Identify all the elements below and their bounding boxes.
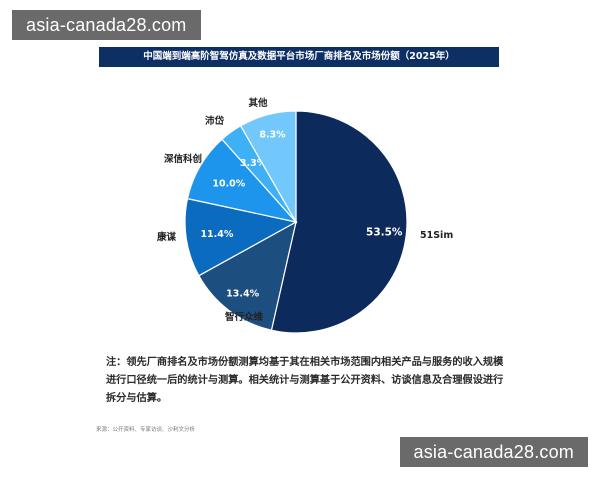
category-label-4: 沛岱	[205, 115, 225, 127]
value-label-1: 13.4%	[226, 288, 259, 299]
watermark-top: asia-canada28.com	[12, 10, 201, 40]
chart-note: 注：领先厂商排名及市场份额测算均基于其在相关市场范围内相关产品与服务的收入规模进…	[106, 357, 504, 404]
category-label-2: 康谋	[156, 231, 177, 243]
value-label-0: 53.5%	[366, 226, 403, 238]
category-label-3: 深信科创	[164, 153, 202, 165]
value-label-2: 11.4%	[200, 229, 233, 240]
pie-slice-1	[198, 220, 297, 331]
value-label-5: 8.3%	[259, 130, 286, 141]
value-label-4: 3.3%	[240, 158, 267, 169]
watermark-bottom: asia-canada28.com	[399, 437, 588, 467]
value-label-3: 10.0%	[212, 178, 245, 189]
category-label-0: 51Sim	[420, 230, 453, 241]
pie-slice-0	[270, 110, 408, 334]
chart-source: 来源：公开资料、专家访谈、沙利文分析	[96, 427, 196, 433]
category-label-5: 其他	[248, 97, 268, 109]
pie-slice-2	[184, 197, 298, 277]
pie-slice-5	[239, 110, 297, 225]
category-label-1: 智行众维	[225, 311, 264, 323]
chart-title: 中国端到端高阶智驾仿真及数据平台市场厂商排名及市场份额（2025年）	[99, 47, 499, 67]
